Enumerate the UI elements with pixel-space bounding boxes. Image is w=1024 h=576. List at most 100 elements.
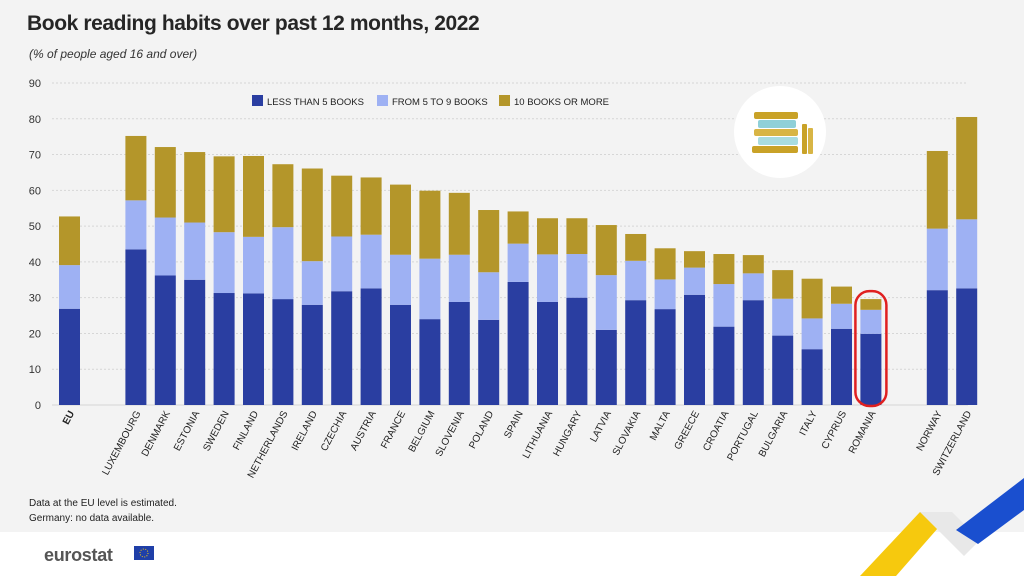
bar-segment-bulgaria-1 (772, 298, 794, 336)
footnote-eu-estimated: Data at the EU level is estimated. (29, 498, 177, 509)
bar-segment-finland-2 (243, 155, 264, 237)
bar-segment-romania-0 (860, 333, 882, 405)
x-tick-label: BELGIUM (407, 409, 438, 454)
x-tick-label: CROATIA (701, 409, 731, 453)
bar-segment-spain-2 (507, 211, 529, 244)
bar-segment-slovenia-0 (448, 301, 470, 405)
bar-segment-belgium-1 (419, 258, 441, 320)
chart-subtitle: (% of people aged 16 and over) (29, 47, 198, 61)
x-tick-label: POLAND (467, 409, 496, 450)
bar-segment-estonia-2 (184, 152, 206, 223)
bar-segment-netherlands-0 (272, 299, 294, 405)
y-tick-label: 70 (29, 150, 41, 162)
footer-bar (0, 532, 1024, 576)
bar-segment-latvia-2 (595, 225, 617, 276)
bar-segment-switzerland-0 (956, 288, 978, 405)
bar-segment-denmark-0 (154, 275, 176, 405)
x-tick-label: LITHUANIA (521, 409, 555, 461)
bar-segment-sweden-0 (213, 293, 235, 405)
bar-segment-italy-0 (801, 349, 823, 405)
bar-segment-eu-1 (59, 265, 80, 309)
bar-segment-france-2 (390, 184, 411, 255)
x-tick-label: FRANCE (379, 409, 408, 451)
bar-segment-romania-1 (860, 309, 882, 334)
legend-label: 10 BOOKS OR MORE (514, 97, 609, 108)
x-tick-label: MALTA (648, 409, 673, 443)
bar-segment-netherlands-1 (272, 227, 294, 300)
bar-segment-finland-1 (243, 236, 264, 294)
bar-segment-czechia-1 (331, 236, 353, 292)
bar-segment-latvia-1 (595, 275, 617, 330)
bar-segment-france-1 (390, 254, 411, 305)
x-tick-label: NORWAY (915, 409, 945, 453)
highlight-outline (854, 289, 888, 408)
x-tick-label: ITALY (798, 409, 820, 438)
bar-segment-estonia-0 (184, 279, 206, 405)
x-tick-label: EU (61, 409, 77, 426)
bar-segment-poland-2 (478, 210, 500, 273)
x-tick-label: SLOVAKIA (611, 409, 644, 457)
y-tick-label: 40 (29, 257, 41, 269)
y-tick-label: 90 (29, 78, 41, 90)
bar-segment-denmark-2 (154, 147, 176, 218)
eu-flag-icon (134, 546, 154, 560)
y-tick-label: 30 (29, 293, 41, 305)
bar-segment-austria-2 (360, 177, 382, 235)
x-tick-label: HUNGARY (551, 409, 584, 458)
bar-segment-switzerland-2 (956, 116, 978, 220)
bar-segment-estonia-1 (184, 222, 206, 280)
x-tick-label: DENMARK (140, 409, 173, 459)
legend-swatch (252, 95, 263, 106)
bar-segment-ireland-2 (301, 168, 323, 262)
bar-segment-portugal-1 (742, 273, 764, 301)
bar-segment-france-0 (390, 304, 411, 405)
bar-segment-slovakia-0 (625, 300, 647, 405)
y-tick-label: 0 (35, 400, 41, 412)
bar-segment-bulgaria-2 (772, 270, 794, 299)
bar-segment-croatia-2 (713, 254, 735, 285)
bar-segment-greece-0 (684, 294, 705, 405)
bar-segment-malta-0 (654, 309, 676, 405)
bar-segment-austria-0 (360, 288, 382, 405)
x-tick-label: BULGARIA (757, 409, 791, 459)
bar-segment-cyprus-0 (831, 328, 852, 405)
legend-swatch (377, 95, 388, 106)
x-tick-label: FINLAND (231, 409, 261, 452)
bars (59, 116, 978, 408)
book-stack-icon (734, 86, 826, 178)
bar-segment-ireland-0 (301, 304, 323, 405)
x-tick-label: SLOVENIA (434, 409, 467, 459)
chart-title: Book reading habits over past 12 months,… (27, 12, 480, 35)
legend-label: FROM 5 TO 9 BOOKS (392, 97, 488, 108)
bar-segment-luxembourg-1 (125, 200, 147, 250)
bar-segment-lithuania-1 (537, 254, 558, 302)
x-tick-label: CZECHIA (319, 409, 349, 453)
bar-segment-cyprus-2 (831, 286, 852, 304)
bar-segment-norway-0 (926, 290, 948, 405)
bar-segment-greece-2 (684, 251, 705, 268)
bar-segment-ireland-1 (301, 261, 323, 305)
bar-segment-slovenia-2 (448, 192, 470, 255)
bar-segment-slovakia-1 (625, 260, 647, 301)
bar-segment-sweden-2 (213, 156, 235, 233)
bar-segment-slovenia-1 (448, 254, 470, 302)
bar-segment-luxembourg-2 (125, 135, 147, 201)
bar-segment-croatia-0 (713, 326, 735, 405)
eurostat-logo: eurostat (44, 545, 113, 565)
bar-segment-lithuania-2 (537, 218, 558, 255)
footnote-germany: Germany: no data available. (29, 513, 155, 524)
bar-segment-italy-2 (801, 278, 823, 319)
x-tick-label: CYPRUS (820, 409, 849, 451)
bar-segment-luxembourg-0 (125, 249, 147, 405)
y-tick-label: 80 (29, 114, 41, 126)
bar-segment-slovakia-2 (625, 233, 647, 261)
x-tick-label: SPAIN (502, 409, 525, 440)
bar-segment-sweden-1 (213, 232, 235, 294)
x-tick-label: IRELAND (290, 409, 320, 452)
bar-segment-poland-0 (478, 319, 500, 405)
x-tick-label: LATVIA (588, 409, 614, 444)
bar-segment-norway-1 (926, 228, 948, 291)
x-tick-label: LUXEMBOURG (100, 409, 143, 477)
